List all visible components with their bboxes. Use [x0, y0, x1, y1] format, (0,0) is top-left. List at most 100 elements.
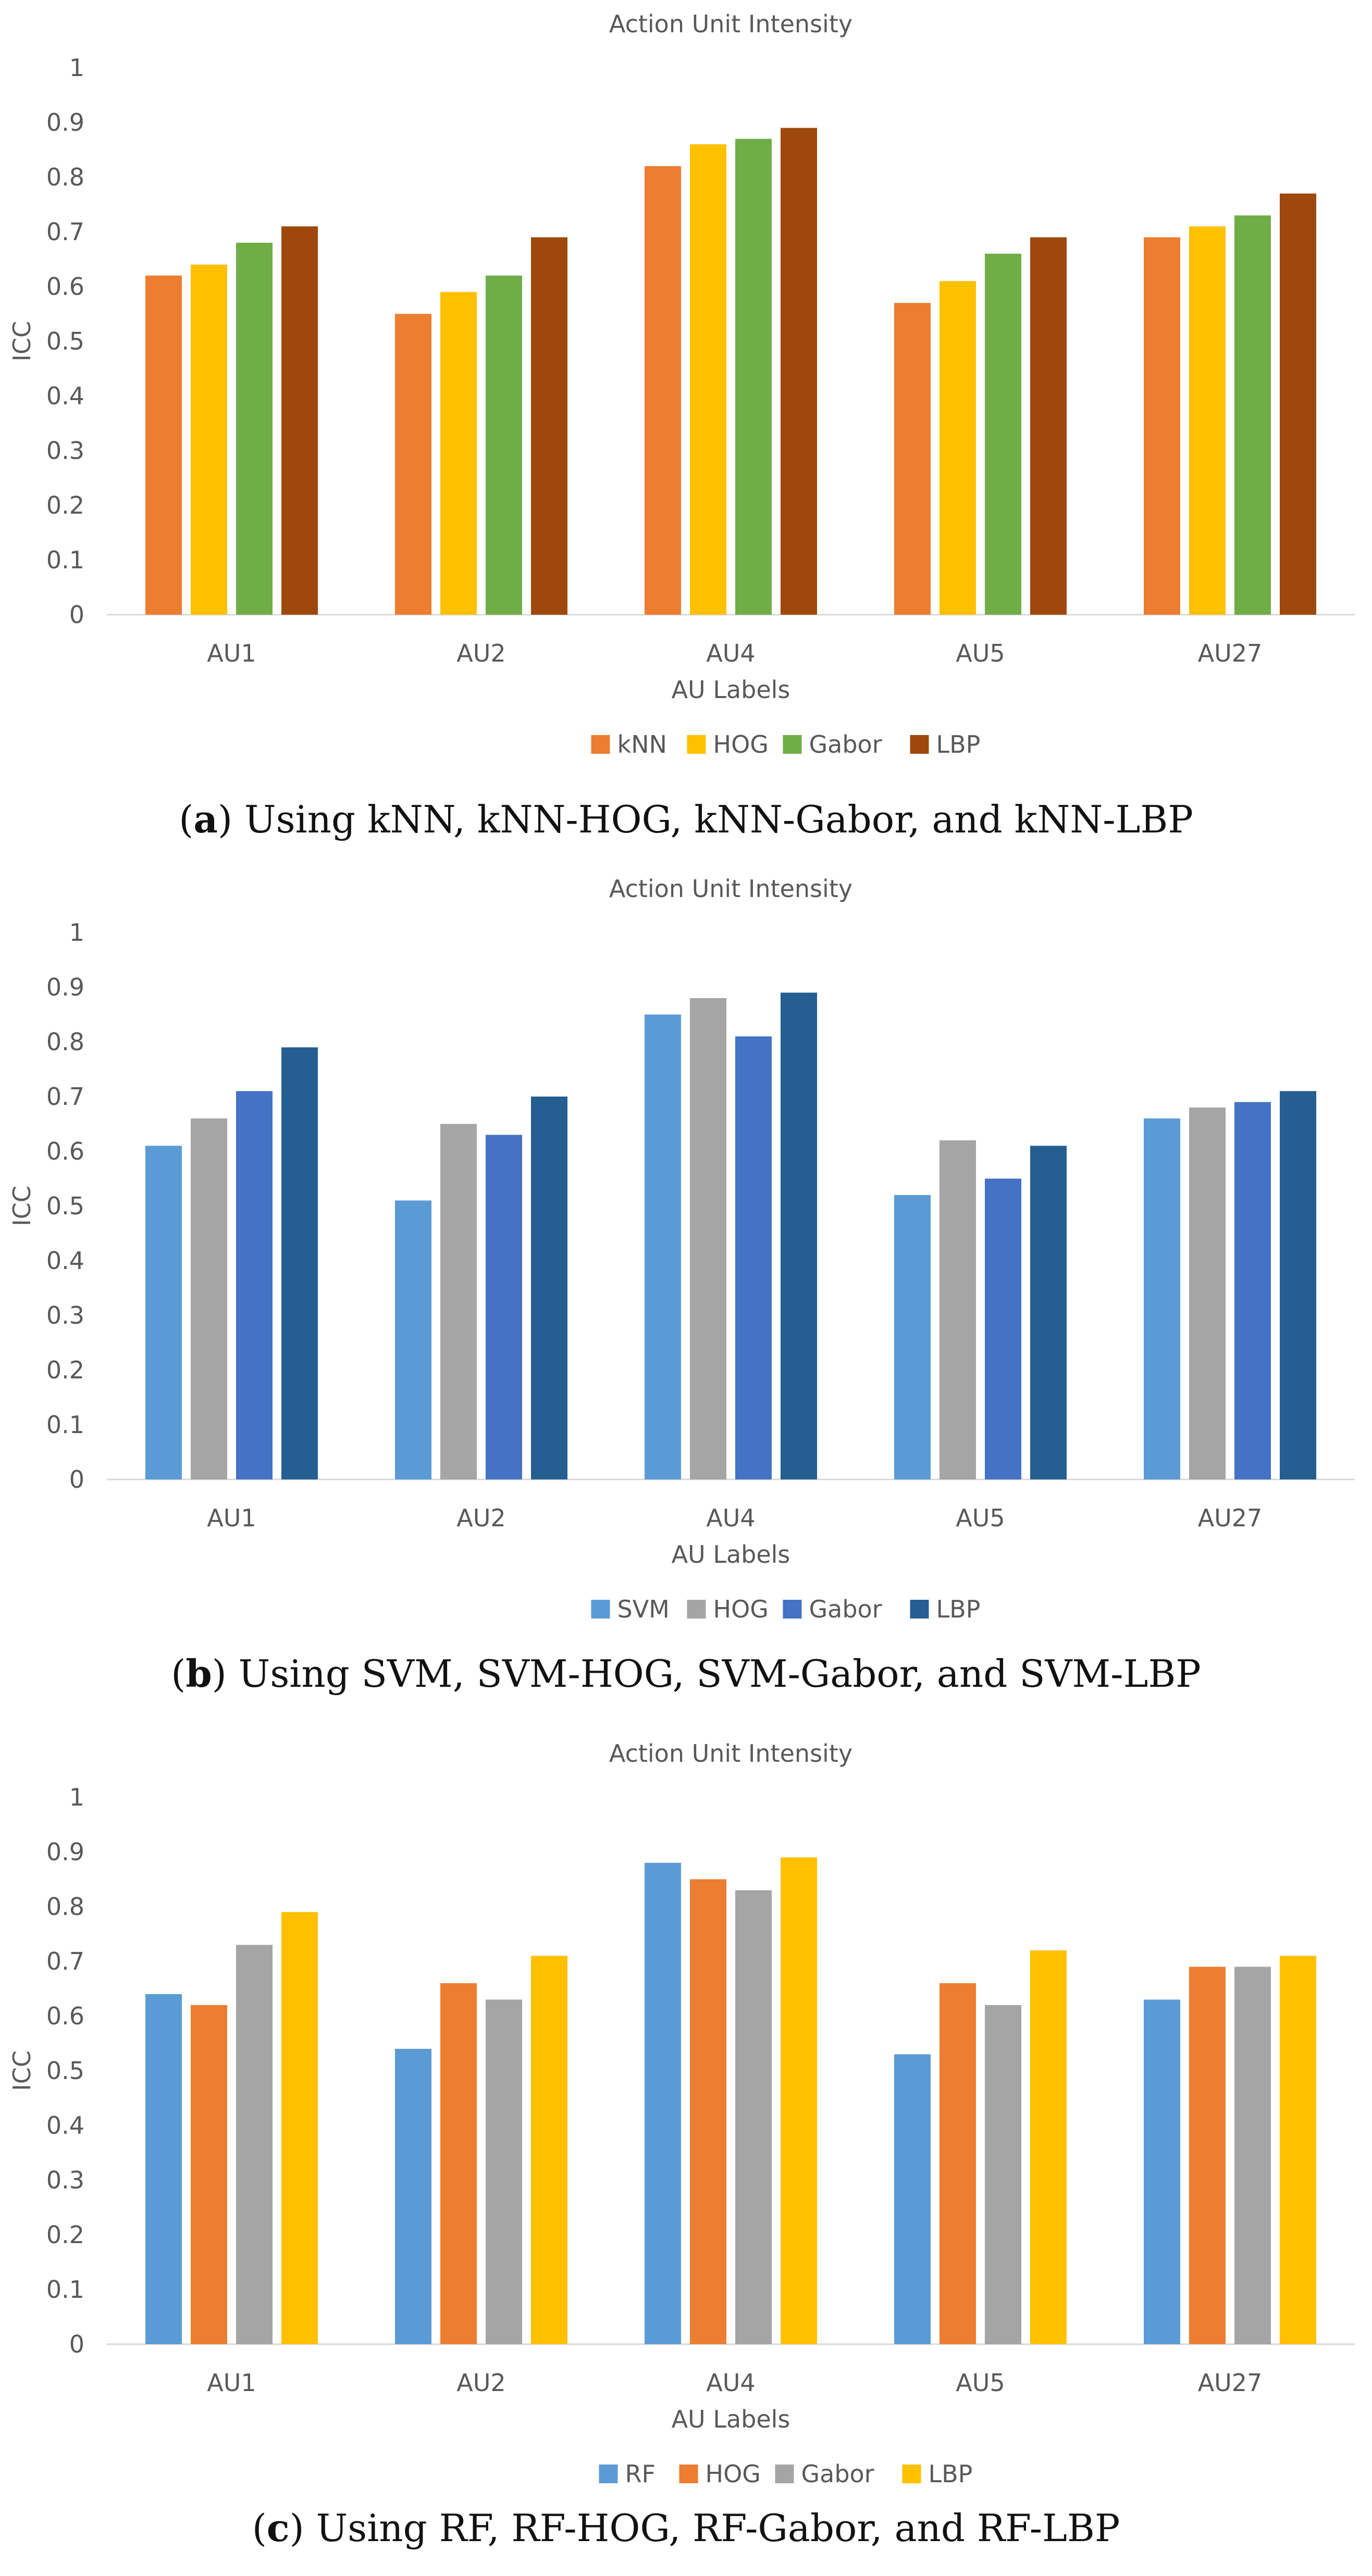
- legend-swatch-lbp: [910, 735, 929, 754]
- x-axis-title: AU Labels: [672, 676, 790, 704]
- bar-lbp-au27: [1280, 1956, 1316, 2344]
- legend-label: RF: [625, 2460, 656, 2488]
- legend-label: HOG: [713, 1595, 769, 1623]
- bar-gabor-au4: [735, 1890, 772, 2344]
- bar-hog-au2: [440, 1983, 477, 2344]
- bar-svm-au1: [145, 1146, 182, 1479]
- bar-lbp-au1: [281, 1047, 318, 1479]
- legend-label: LBP: [929, 2460, 973, 2488]
- bar-svm-au2: [395, 1200, 431, 1479]
- chart-panel-a: Action Unit Intensity 0 0.1 0.2 0.3 0.4 0.5 0.6…: [0, 0, 1372, 854]
- bar-lbp-au4: [781, 992, 817, 1479]
- y-tick-label: 0: [69, 2330, 84, 2358]
- caption-c-letter: c: [266, 2506, 290, 2550]
- bar-rf-au5: [894, 2054, 931, 2344]
- bar-gabor-au4: [735, 1036, 772, 1479]
- bar-hog-au1: [191, 2005, 227, 2344]
- y-tick-label: 0.5: [46, 327, 84, 355]
- bar-hog-au4: [690, 144, 726, 615]
- bar-hog-au4: [690, 1879, 726, 2344]
- bar-gabor-au27: [1234, 215, 1271, 615]
- chart-a: Action Unit Intensity 0 0.1 0.2 0.3 0.4 0.5 0.6…: [8, 10, 1355, 758]
- bar-svm-au27: [1144, 1118, 1180, 1479]
- bar-lbp-au2: [531, 1956, 567, 2344]
- bar-gabor-au1: [236, 243, 273, 615]
- bar-knn-au27: [1144, 237, 1180, 615]
- bar-lbp-au5: [1030, 237, 1067, 615]
- y-tick-label: 0.4: [46, 382, 84, 410]
- bar-gabor-au1: [236, 1091, 273, 1479]
- caption-b: (b) Using SVM, SVM-HOG, SVM-Gabor, and S…: [171, 1651, 1201, 1696]
- bar-gabor-au4: [735, 139, 772, 615]
- chart-panel-b: Action Unit Intensity 0 0.1 0.2 0.3 0.4 0.5 0.6…: [0, 865, 1372, 1724]
- y-tick-label: 0.7: [46, 218, 84, 246]
- y-tick-label: 0.6: [46, 2002, 84, 2030]
- bar-hog-au27: [1189, 1967, 1226, 2344]
- legend-swatch-lbp: [910, 1600, 929, 1619]
- chart-title: Action Unit Intensity: [609, 1739, 852, 1768]
- y-tick-label: 0.3: [46, 437, 84, 465]
- caption-b-letter: b: [186, 1651, 212, 1696]
- legend-label: LBP: [936, 1595, 981, 1623]
- bar-hog-au2: [440, 1124, 477, 1479]
- bar-rf-au27: [1144, 1999, 1180, 2344]
- bar-gabor-au5: [985, 254, 1021, 615]
- legend-swatch-svm: [591, 1600, 610, 1619]
- y-tick-label: 0.8: [46, 1893, 84, 1921]
- legend-swatch-gabor: [775, 2465, 794, 2483]
- y-tick-label: 0.9: [46, 1838, 84, 1866]
- bar-lbp-au27: [1280, 193, 1316, 615]
- bar-lbp-au1: [281, 226, 318, 615]
- bar-lbp-au27: [1280, 1091, 1316, 1479]
- bar-gabor-au27: [1234, 1967, 1271, 2344]
- bar-knn-au1: [145, 276, 182, 615]
- y-tick-label: 0.7: [46, 1082, 84, 1111]
- y-tick-label: 0.2: [46, 2221, 84, 2249]
- bar-hog-au27: [1189, 226, 1226, 615]
- x-category-label: AU2: [456, 2369, 505, 2397]
- bar-gabor-au2: [486, 1999, 522, 2344]
- y-tick-label: 0: [69, 601, 84, 629]
- x-category-label: AU5: [956, 1504, 1005, 1532]
- caption-b-text: Using SVM, SVM-HOG, SVM-Gabor, and SVM-L…: [226, 1652, 1201, 1696]
- x-category-label: AU4: [706, 2369, 755, 2397]
- legend-label: kNN: [617, 730, 667, 758]
- x-category-label: AU27: [1198, 1504, 1263, 1532]
- y-tick-label: 1: [69, 1783, 84, 1811]
- chart-c: Action Unit Intensity 0 0.1 0.2 0.3 0.4 0.5 0.6…: [8, 1739, 1355, 2488]
- x-category-label: AU2: [456, 639, 505, 667]
- legend-label: LBP: [936, 730, 981, 758]
- legend-label: SVM: [617, 1595, 670, 1623]
- x-category-label: AU5: [956, 639, 1005, 667]
- legend-label: HOG: [713, 730, 769, 758]
- y-tick-label: 0.1: [46, 2275, 84, 2304]
- bar-svm-au4: [645, 1014, 681, 1479]
- bar-gabor-au2: [486, 276, 522, 615]
- y-axis-title: ICC: [8, 1186, 36, 1226]
- legend-swatch-hog: [679, 2465, 698, 2483]
- y-tick-label: 0.7: [46, 1947, 84, 1975]
- x-category-label: AU5: [956, 2369, 1005, 2397]
- x-category-label: AU1: [207, 1504, 256, 1532]
- y-tick-label: 0.6: [46, 1137, 84, 1165]
- bar-gabor-au5: [985, 1178, 1021, 1479]
- bar-hog-au1: [191, 265, 227, 615]
- x-category-label: AU1: [207, 2369, 256, 2397]
- chart-b: Action Unit Intensity 0 0.1 0.2 0.3 0.4 0.5 0.6…: [8, 875, 1355, 1623]
- legend-swatch-knn: [591, 735, 610, 754]
- legend-swatch-hog: [687, 1600, 706, 1619]
- y-tick-label: 0.2: [46, 1356, 84, 1384]
- legend-label: Gabor: [801, 2460, 874, 2488]
- y-tick-label: 0.1: [46, 1411, 84, 1439]
- bar-lbp-au5: [1030, 1950, 1067, 2344]
- y-tick-label: 0: [69, 1465, 84, 1494]
- caption-a-text: Using kNN, kNN-HOG, kNN-Gabor, and kNN-L…: [232, 798, 1193, 841]
- y-tick-label: 0.5: [46, 2057, 84, 2085]
- bar-lbp-au5: [1030, 1146, 1067, 1479]
- legend-swatch-rf: [599, 2465, 618, 2483]
- legend-label: Gabor: [809, 730, 882, 758]
- legend-swatch-gabor: [783, 1600, 802, 1619]
- caption-c: (c) Using RF, RF-HOG, RF-Gabor, and RF-L…: [252, 2506, 1120, 2550]
- bar-gabor-au1: [236, 1945, 273, 2344]
- caption-a: (a) Using kNN, kNN-HOG, kNN-Gabor, and k…: [179, 797, 1193, 841]
